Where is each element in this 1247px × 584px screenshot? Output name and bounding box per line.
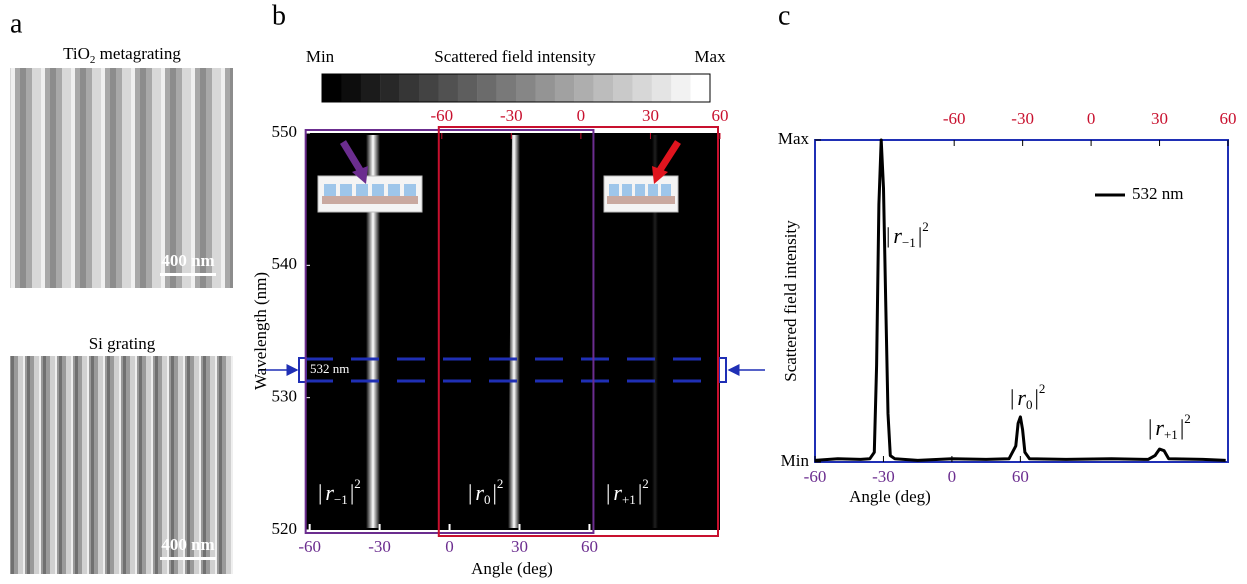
heatmap-axes: 520 530 540 550 -60 -30 0 30 60 -60 -30 0 30 60	[272, 106, 729, 556]
x-tick-label: 0	[948, 467, 957, 486]
annotation: | r0|2	[1010, 381, 1045, 412]
x2-tick-label: 0	[577, 106, 586, 125]
x2-tick-label: -60	[943, 109, 966, 128]
beam	[652, 135, 658, 528]
x-tick-label: 60	[1012, 467, 1029, 486]
x2-tick-label: 30	[1151, 109, 1168, 128]
panel-label: a	[10, 8, 23, 39]
colorbar-step	[690, 74, 711, 102]
x2-tick-label: -30	[500, 106, 523, 125]
colorbar-step	[593, 74, 614, 102]
line-axes: Min Max -60 -30 0 60 -60 -30 0 30 60	[778, 109, 1237, 486]
x-tick-label: 30	[511, 537, 528, 556]
y-tick-label: 530	[272, 387, 298, 406]
y-tick-label: Max	[778, 129, 810, 148]
colorbar-step	[554, 74, 575, 102]
x-tick-label: -30	[368, 537, 391, 556]
panel-label: b	[272, 0, 286, 31]
panel-label: c	[778, 0, 790, 31]
colorbar-step	[477, 74, 497, 102]
inset	[603, 175, 679, 213]
annotation: | r+1|2	[1148, 411, 1191, 442]
scale-bar	[160, 273, 216, 276]
colorbar-step	[632, 74, 652, 102]
colorbar-step	[360, 74, 381, 102]
order-label: | r+1|2	[606, 476, 649, 507]
order-label: | r0|2	[468, 476, 503, 507]
beam	[508, 135, 520, 528]
x-tick-label: -60	[298, 537, 321, 556]
plot-frame	[814, 139, 1229, 463]
inset	[317, 175, 423, 213]
colorbar-max: Max	[694, 47, 726, 66]
window-frame	[437, 126, 719, 537]
marker-bg	[307, 361, 357, 379]
scale-bar-label: 400 nm	[161, 251, 214, 270]
arrow-head	[352, 166, 368, 184]
x2-tick-label: 60	[712, 106, 729, 125]
colorbar-step	[535, 74, 555, 102]
window-frame	[304, 129, 595, 534]
sem-image	[10, 68, 233, 288]
x2-tick-label: 0	[1087, 109, 1096, 128]
sem-image	[10, 356, 233, 574]
arrow	[340, 140, 363, 172]
colorbar-step	[574, 74, 594, 102]
colorbar-step	[341, 74, 361, 102]
colorbar-frame	[321, 73, 711, 103]
colorbar-step	[613, 74, 633, 102]
beam	[366, 135, 380, 528]
bracket	[718, 357, 727, 383]
x2-tick-label: 60	[1220, 109, 1237, 128]
colorbar-step	[496, 74, 517, 102]
colorbar-min: Min	[306, 47, 335, 66]
x-tick-label: -60	[804, 467, 827, 486]
order-label: | r−1|2	[318, 476, 361, 507]
colorbar-title: Scattered field intensity	[434, 47, 596, 66]
scale-bar	[160, 557, 216, 560]
y-tick-label: Min	[781, 451, 810, 470]
x-tick-label: 60	[581, 537, 598, 556]
arrow-head	[652, 166, 668, 184]
colorbar-step	[419, 74, 439, 102]
colorbar-step	[651, 74, 672, 102]
marker-label: 532 nm	[310, 361, 349, 376]
x2-tick-label: -30	[1011, 109, 1034, 128]
sem-title: TiO2 metagrating	[63, 44, 181, 66]
x-axis-title: Angle (deg)	[849, 487, 931, 506]
legend-label: 532 nm	[1132, 184, 1183, 203]
series-line	[814, 138, 1226, 462]
x2-tick-label: -60	[430, 106, 453, 125]
y-tick-label: 540	[272, 254, 298, 273]
colorbar-step	[457, 74, 478, 102]
x2-tick-label: 30	[642, 106, 659, 125]
colorbar-step	[516, 74, 536, 102]
sem-title: Si grating	[89, 334, 156, 353]
colorbar-step	[380, 74, 400, 102]
y-axis-title: Scattered field intensity	[781, 220, 800, 382]
colorbar-step	[671, 74, 691, 102]
x-tick-label: 0	[445, 537, 454, 556]
colorbar-step	[322, 74, 342, 102]
x-axis-title: Angle (deg)	[471, 559, 553, 578]
scale-bar-label: 400 nm	[161, 535, 214, 554]
y-tick-label: 520	[272, 519, 298, 538]
y-axis-title: Wavelength (nm)	[251, 272, 270, 390]
x-tick-label: -30	[872, 467, 895, 486]
y-tick-label: 550	[272, 122, 298, 141]
colorbar-step	[399, 74, 420, 102]
colorbar-step	[438, 74, 458, 102]
arrow	[657, 140, 681, 172]
annotation: | r−1|2	[886, 219, 929, 250]
colorbar	[322, 74, 711, 102]
